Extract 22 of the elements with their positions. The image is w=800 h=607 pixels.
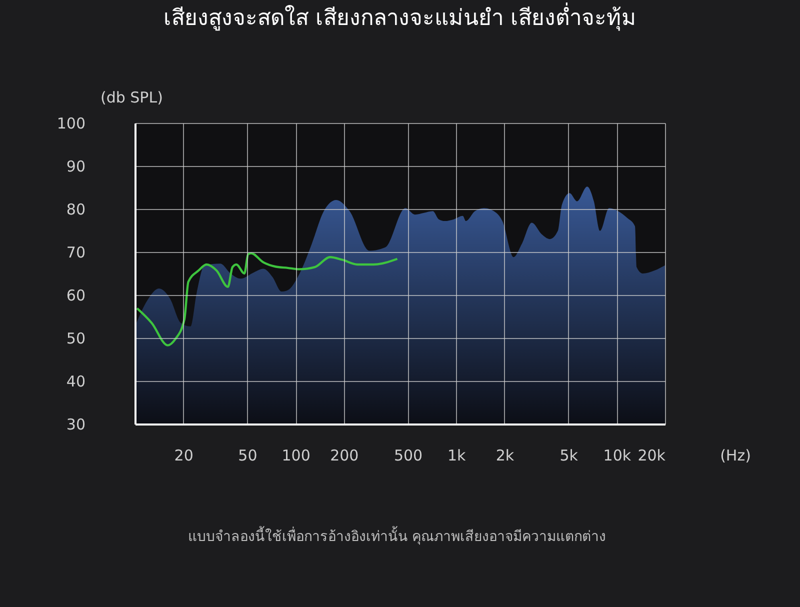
x-tick-label: 2k [496, 446, 514, 464]
y-tick-label: 30 [66, 416, 86, 434]
y-tick-label: 50 [66, 330, 86, 348]
x-tick-label: 5k [560, 446, 578, 464]
x-tick-label: 500 [394, 446, 423, 464]
x-axis-title: (Hz) [720, 446, 751, 464]
x-tick-label: 50 [238, 446, 258, 464]
text: แบบจำลองนี้ใช้เพื่อการอ้างอิงเท่านั้น คุณภาพเสียงอาจมีความแตกต่าง [188, 526, 606, 545]
y-tick-label: 100 [56, 114, 86, 132]
y-tick-label: 40 [66, 372, 86, 390]
x-tick-label: 20k [638, 446, 666, 464]
x-tick-label: 1k [447, 446, 466, 464]
y-tick-label: 90 [66, 158, 86, 176]
y-tick-label: 60 [66, 286, 86, 304]
y-axis-title: (db SPL) [100, 88, 163, 106]
y-tick-label: 70 [66, 244, 86, 262]
x-tick-label: 200 [330, 446, 359, 464]
y-tick-label: 80 [66, 200, 86, 218]
x-tick-label: 100 [282, 446, 310, 464]
x-tick-label: 20 [174, 446, 194, 464]
chart-title: เสียงสูงจะสดใส เสียงกลางจะแม่นยำ เสียงต่ำจะทุ้ม [164, 2, 636, 31]
x-tick-label: 10k [603, 446, 632, 464]
